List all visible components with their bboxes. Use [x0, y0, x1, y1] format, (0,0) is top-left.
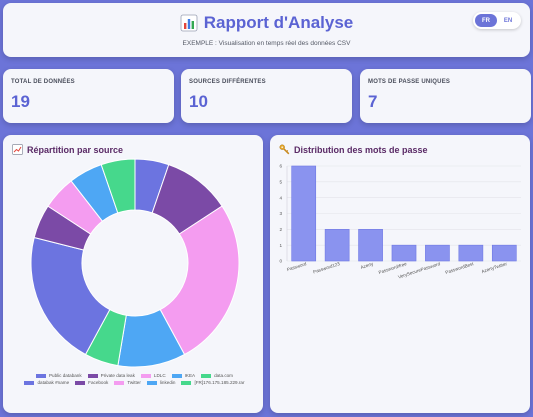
legend-item[interactable]: Private data leak: [87, 373, 135, 378]
legend-item[interactable]: Public databank: [35, 373, 82, 378]
legend-label: [FR]176.175.185.229.rar: [194, 380, 245, 385]
bar[interactable]: [391, 244, 417, 262]
lang-fr-button[interactable]: FR: [475, 14, 497, 27]
bar[interactable]: [291, 165, 317, 262]
y-tick-label: 4: [279, 195, 282, 200]
donut-slice[interactable]: [30, 236, 111, 356]
legend-swatch: [87, 373, 98, 378]
page-subtitle: EXEMPLE : Visualisation en temps réel de…: [182, 40, 351, 47]
donut-slice[interactable]: [159, 205, 240, 356]
legend-item[interactable]: databak #name: [24, 380, 69, 385]
chart-legend: Public databank Private data leak LDLC IKEA…: [17, 373, 252, 385]
legend-item[interactable]: Facebook: [75, 380, 108, 385]
legend-label: IKEA: [184, 373, 196, 378]
legend-item[interactable]: linkedin: [146, 380, 176, 385]
legend-label: Twitter: [127, 380, 141, 385]
key-icon: [279, 144, 290, 155]
bar[interactable]: [358, 229, 383, 262]
legend-label: LDLC: [153, 373, 166, 378]
panel-title: Répartition par source: [27, 144, 124, 155]
legend-swatch: [75, 380, 86, 385]
x-tick-label: PasswordBest: [445, 261, 475, 275]
panel-header: Répartition par source: [12, 144, 123, 155]
legend-label: Facebook: [88, 380, 109, 385]
legend-swatch: [140, 373, 151, 378]
stat-value: 10: [189, 92, 208, 111]
stat-value: 7: [368, 92, 378, 111]
legend-swatch: [181, 380, 192, 385]
bar-chart-icon: [180, 14, 198, 32]
stat-label: TOTAL DE DONNÉES: [11, 79, 75, 85]
donut-slice[interactable]: [100, 158, 136, 214]
x-tick-label: AzertyTwitter: [481, 261, 508, 274]
bar[interactable]: [324, 229, 350, 262]
y-tick-label: 5: [279, 179, 282, 184]
password-distribution-panel: 0 1 2 3 4 5 6 Password Password123 Azerty Password…: [270, 135, 530, 413]
legend-label: Private data leak: [100, 373, 135, 378]
panel-title: Distribution des mots de passe: [294, 144, 428, 155]
x-tick-label: Password123: [312, 261, 340, 274]
title-row: Rapport d'Analyse: [3, 13, 530, 33]
legend-swatch: [35, 373, 46, 378]
language-switch: FR EN: [473, 12, 521, 29]
legend-label: data.com: [214, 373, 234, 378]
legend-swatch: [171, 373, 182, 378]
header-card: Rapport d'Analyse EXEMPLE : Visualisatio…: [3, 3, 530, 57]
legend-item[interactable]: LDLC: [140, 373, 166, 378]
legend-swatch: [146, 380, 157, 385]
chart-up-icon: [12, 144, 23, 155]
source-distribution-panel: Répartition par source Public databank Pr…: [3, 135, 263, 413]
stat-value: 19: [11, 92, 30, 111]
bar[interactable]: [458, 244, 484, 262]
legend-item[interactable]: Twitter: [114, 380, 141, 385]
legend-swatch: [201, 373, 212, 378]
stat-label: MOTS DE PASSE UNIQUES: [368, 79, 451, 85]
y-tick-label: 0: [279, 259, 282, 264]
x-tick-label: Password: [286, 261, 307, 272]
y-tick-label: 2: [279, 227, 282, 232]
legend-label: Public databank: [48, 373, 82, 378]
stat-card-total: TOTAL DE DONNÉES 19: [3, 69, 174, 123]
source-donut-chart: [30, 158, 240, 368]
y-tick-label: 1: [279, 243, 282, 248]
y-tick-label: 3: [279, 211, 282, 216]
password-bar-chart: 0 1 2 3 4 5 6 Password Password123 Azerty Password…: [279, 164, 521, 280]
stat-label: SOURCES DIFFÉRENTES: [189, 79, 266, 85]
page-title: Rapport d'Analyse: [203, 13, 354, 32]
legend-item[interactable]: [FR]176.175.185.229.rar: [181, 380, 245, 385]
lang-en-button[interactable]: EN: [503, 17, 513, 24]
bar[interactable]: [425, 244, 450, 262]
stat-card-unique-passwords: MOTS DE PASSE UNIQUES 7: [360, 69, 531, 123]
legend-label: linkedin: [159, 380, 176, 385]
panel-header: Distribution des mots de passe: [279, 144, 428, 155]
legend-swatch: [24, 380, 35, 385]
legend-item[interactable]: IKEA: [171, 373, 196, 378]
legend-item[interactable]: data.com: [201, 373, 233, 378]
legend-swatch: [114, 380, 125, 385]
y-tick-label: 6: [279, 164, 282, 169]
stat-card-sources: SOURCES DIFFÉRENTES 10: [181, 69, 352, 123]
bar[interactable]: [491, 244, 517, 262]
legend-label: databak #name: [37, 380, 70, 385]
x-tick-label: Azerty: [360, 261, 375, 270]
